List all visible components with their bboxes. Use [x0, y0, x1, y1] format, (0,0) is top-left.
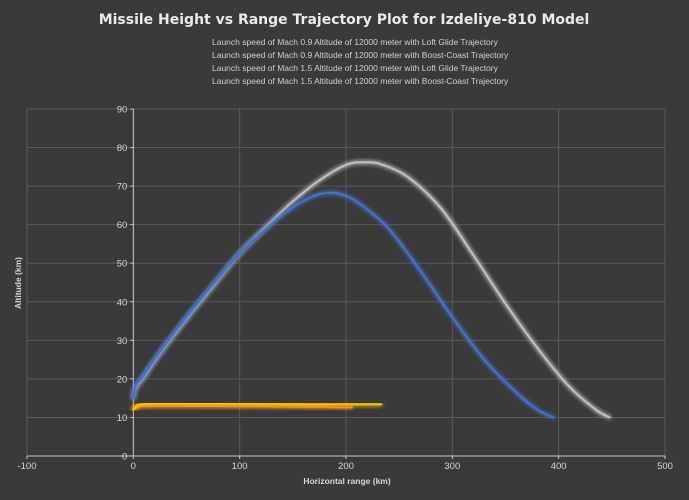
y-tick-label: 30 [117, 336, 128, 347]
x-tick-label: 200 [338, 461, 354, 472]
y-tick-label: 80 [117, 143, 128, 154]
legend-entry: Launch speed of Mach 0.9 Altitude of 120… [212, 50, 509, 60]
y-axis-label: Altitude (km) [13, 257, 23, 309]
x-tick-label: 0 [131, 461, 136, 472]
series-line-2 [132, 404, 353, 411]
y-tick-label: 20 [117, 374, 128, 385]
y-tick-label: 10 [117, 413, 128, 424]
y-tick-label: 60 [117, 220, 128, 231]
x-tick-label: 100 [232, 461, 248, 472]
chart-title: Missile Height vs Range Trajectory Plot … [99, 12, 590, 28]
x-tick-label: 300 [444, 461, 460, 472]
legend-entry: Launch speed of Mach 1.5 Altitude of 120… [212, 76, 509, 86]
series-line-4 [132, 402, 383, 411]
x-tick-label: -100 [17, 461, 36, 472]
y-tick-label: 40 [117, 297, 128, 308]
y-tick-label: 70 [117, 182, 128, 193]
x-tick-label: 400 [551, 461, 567, 472]
y-tick-label: 90 [117, 105, 128, 116]
y-tick-label: 50 [117, 259, 128, 270]
chart-series [132, 161, 611, 419]
legend-entry: Launch speed of Mach 1.5 Altitude of 120… [212, 63, 499, 73]
series-line-1 [132, 191, 555, 419]
x-axis-label: Horizontal range (km) [303, 476, 391, 486]
y-tick-label: 0 [122, 452, 127, 463]
x-tick-label: 500 [657, 461, 673, 472]
series-line-3 [132, 161, 611, 419]
chart-axes: -100 0 100 200 300 400 500 0 10 20 30 40 50 60 70 80 90 [17, 105, 672, 473]
chart-legend: Launch speed of Mach 0.9 Altitude of 120… [188, 37, 509, 86]
legend-entry: Launch speed of Mach 0.9 Altitude of 120… [212, 37, 499, 47]
